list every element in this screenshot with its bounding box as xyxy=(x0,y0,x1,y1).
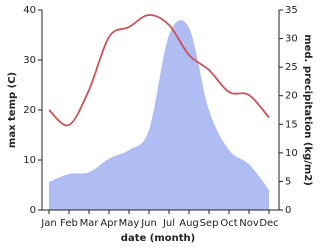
x-tick-label: Sep xyxy=(200,218,219,229)
y-tick-label: 0 xyxy=(30,205,36,216)
y2-tick-label: 30 xyxy=(285,34,298,45)
y-axis-title: max temp (C) xyxy=(7,72,18,148)
y2-tick-label: 0 xyxy=(285,205,291,216)
x-tick-label: Mar xyxy=(80,218,100,229)
x-tick-label: Feb xyxy=(60,218,78,229)
x-tick-label: Jun xyxy=(140,218,157,229)
y2-tick-label: 20 xyxy=(285,91,298,102)
x-tick-label: Nov xyxy=(239,218,259,229)
x-tick-label: Aug xyxy=(179,218,199,229)
x-axis-title: date (month) xyxy=(121,233,195,244)
y-tick-label: 30 xyxy=(23,55,36,66)
y2-tick-label: 35 xyxy=(285,5,298,16)
x-tick-label: Oct xyxy=(220,218,237,229)
y2-tick-label: 15 xyxy=(285,119,298,130)
precipitation-area xyxy=(49,20,269,211)
y2-axis-title: med. precipitation (kg/m2) xyxy=(302,34,313,186)
x-tick-label: Jan xyxy=(40,218,56,229)
y2-tick-label: 5 xyxy=(285,176,291,187)
x-tick-label: May xyxy=(119,218,140,229)
y-tick-label: 20 xyxy=(23,105,36,116)
x-tick-label: Dec xyxy=(259,218,278,229)
x-tick-label: Apr xyxy=(100,218,118,229)
y2-tick-label: 10 xyxy=(285,148,298,159)
y-tick-label: 40 xyxy=(23,5,36,16)
y2-tick-label: 25 xyxy=(285,62,298,73)
x-tick-label: Jul xyxy=(162,218,175,229)
y-tick-label: 10 xyxy=(23,155,36,166)
temp-line xyxy=(48,14,270,127)
